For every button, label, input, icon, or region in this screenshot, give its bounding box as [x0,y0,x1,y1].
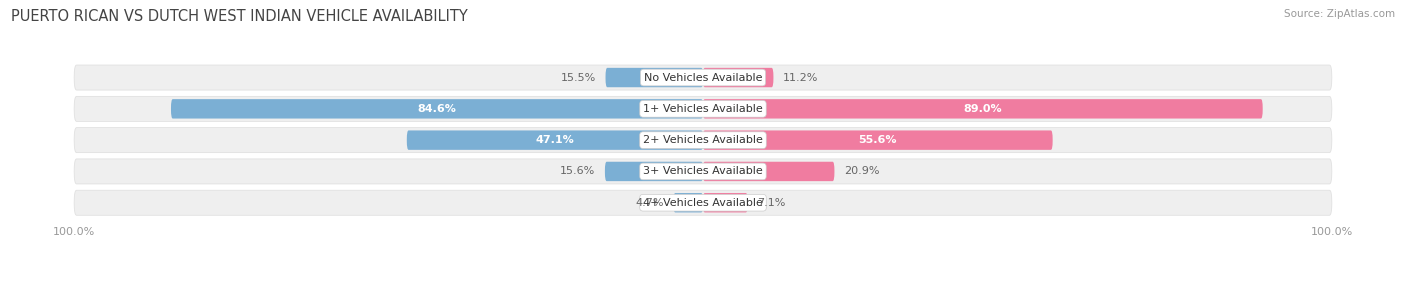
Text: No Vehicles Available: No Vehicles Available [644,73,762,83]
FancyBboxPatch shape [406,130,703,150]
Text: 3+ Vehicles Available: 3+ Vehicles Available [643,166,763,176]
FancyBboxPatch shape [606,68,703,87]
Text: 20.9%: 20.9% [844,166,879,176]
Text: PUERTO RICAN VS DUTCH WEST INDIAN VEHICLE AVAILABILITY: PUERTO RICAN VS DUTCH WEST INDIAN VEHICL… [11,9,468,23]
Text: 4.7%: 4.7% [636,198,664,208]
Text: 15.6%: 15.6% [560,166,596,176]
Text: 7.1%: 7.1% [756,198,786,208]
FancyBboxPatch shape [703,162,834,181]
FancyBboxPatch shape [172,99,703,118]
FancyBboxPatch shape [605,162,703,181]
Text: 84.6%: 84.6% [418,104,457,114]
Text: 4+ Vehicles Available: 4+ Vehicles Available [643,198,763,208]
Text: 15.5%: 15.5% [561,73,596,83]
FancyBboxPatch shape [673,193,703,212]
Text: 55.6%: 55.6% [859,135,897,145]
Legend: Puerto Rican, Dutch West Indian: Puerto Rican, Dutch West Indian [574,281,832,286]
FancyBboxPatch shape [703,99,1263,118]
Text: 89.0%: 89.0% [963,104,1002,114]
FancyBboxPatch shape [75,159,1331,184]
FancyBboxPatch shape [703,130,1053,150]
Text: 1+ Vehicles Available: 1+ Vehicles Available [643,104,763,114]
FancyBboxPatch shape [703,68,773,87]
Text: 2+ Vehicles Available: 2+ Vehicles Available [643,135,763,145]
Text: 11.2%: 11.2% [783,73,818,83]
FancyBboxPatch shape [75,65,1331,90]
FancyBboxPatch shape [703,193,748,212]
FancyBboxPatch shape [75,96,1331,121]
FancyBboxPatch shape [75,190,1331,215]
FancyBboxPatch shape [75,128,1331,153]
Text: 47.1%: 47.1% [536,135,574,145]
Text: Source: ZipAtlas.com: Source: ZipAtlas.com [1284,9,1395,19]
